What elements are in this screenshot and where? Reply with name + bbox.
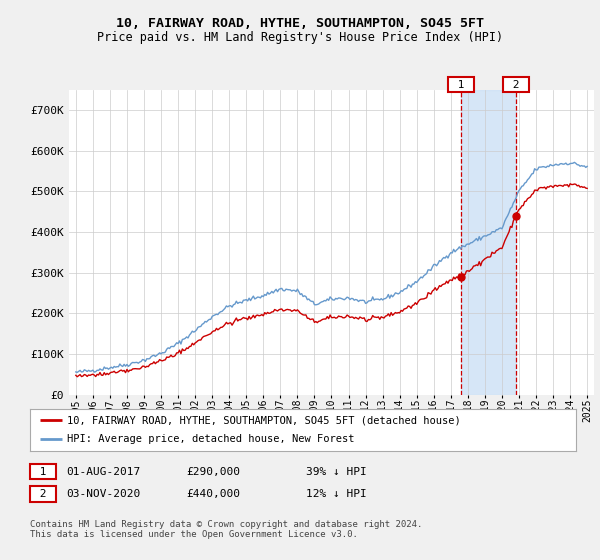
Text: 2: 2 [506, 80, 526, 90]
Text: £440,000: £440,000 [186, 489, 240, 499]
Text: 03-NOV-2020: 03-NOV-2020 [66, 489, 140, 499]
Text: HPI: Average price, detached house, New Forest: HPI: Average price, detached house, New … [67, 435, 355, 445]
Text: 01-AUG-2017: 01-AUG-2017 [66, 466, 140, 477]
Text: 10, FAIRWAY ROAD, HYTHE, SOUTHAMPTON, SO45 5FT: 10, FAIRWAY ROAD, HYTHE, SOUTHAMPTON, SO… [116, 17, 484, 30]
Text: 10, FAIRWAY ROAD, HYTHE, SOUTHAMPTON, SO45 5FT (detached house): 10, FAIRWAY ROAD, HYTHE, SOUTHAMPTON, SO… [67, 415, 461, 425]
Text: 1: 1 [451, 80, 471, 90]
Text: £290,000: £290,000 [186, 466, 240, 477]
Text: 2: 2 [33, 489, 53, 499]
Bar [461, 90, 516, 395]
Text: 39% ↓ HPI: 39% ↓ HPI [306, 466, 367, 477]
Text: 12% ↓ HPI: 12% ↓ HPI [306, 489, 367, 499]
Text: Price paid vs. HM Land Registry's House Price Index (HPI): Price paid vs. HM Land Registry's House … [97, 31, 503, 44]
Text: 1: 1 [33, 466, 53, 477]
Text: Contains HM Land Registry data © Crown copyright and database right 2024.
This d: Contains HM Land Registry data © Crown c… [30, 520, 422, 539]
